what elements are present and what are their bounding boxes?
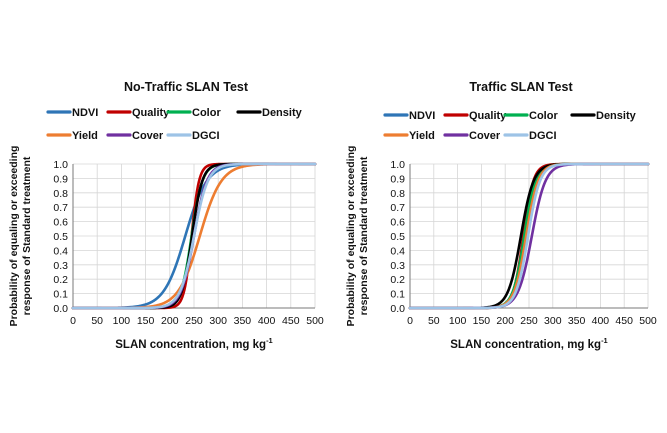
y-tick-label: 0.8 <box>390 188 405 200</box>
legend-item-quality: Quality <box>443 110 507 122</box>
chart-title: Traffic SLAN Test <box>469 80 573 94</box>
y-tick-label: 0.7 <box>53 202 68 214</box>
y-axis-label: response of Standard treatment <box>358 156 370 315</box>
legend-item-yield: Yield <box>46 130 98 142</box>
y-tick-label: 0.5 <box>390 231 405 243</box>
x-tick-label: 500 <box>639 315 657 327</box>
x-tick-label: 200 <box>161 315 179 327</box>
y-tick-label: 0.9 <box>53 173 68 185</box>
legend: NDVI Quality Color Density Yield Cover DGCI <box>46 107 303 142</box>
legend-item-quality: Quality <box>106 107 170 119</box>
x-tick-label: 100 <box>113 315 131 327</box>
y-tick-label: 1.0 <box>53 159 68 171</box>
x-tick-label: 100 <box>449 315 467 327</box>
legend-item-yield: Yield <box>383 130 435 142</box>
legend-item-dgci: DGCI <box>503 130 557 142</box>
chart-title: No-Traffic SLAN Test <box>124 80 249 94</box>
legend-item-color: Color <box>166 107 221 119</box>
y-tick-label: 0.3 <box>53 260 68 272</box>
legend-label: NDVI <box>72 107 98 119</box>
legend-item-color: Color <box>503 110 558 122</box>
legend-label: Quality <box>469 110 507 122</box>
x-tick-label: 300 <box>544 315 562 327</box>
x-tick-label: 450 <box>615 315 633 327</box>
y-tick-label: 1.0 <box>390 159 405 171</box>
series-line-dgci <box>71 162 317 310</box>
legend-label: Cover <box>469 130 501 142</box>
y-tick-label: 0.6 <box>53 217 68 229</box>
legend-label: Yield <box>409 130 435 142</box>
y-axis-label: Probability of equaling or exceeding <box>345 146 357 327</box>
y-tick-label: 0.5 <box>53 231 68 243</box>
legend-label: Quality <box>132 107 170 119</box>
y-tick-label: 0.4 <box>53 245 68 257</box>
legend-label: DGCI <box>192 130 220 142</box>
chart-traffic: Traffic SLAN Test 0 50 100 150 200 250 300 350 40… <box>345 80 657 351</box>
y-tick-label: 0.4 <box>390 245 405 257</box>
x-tick-label: 150 <box>137 315 155 327</box>
legend-label: NDVI <box>409 110 435 122</box>
legend-item-dgci: DGCI <box>166 130 220 142</box>
x-tick-label: 50 <box>91 315 103 327</box>
chart-no-traffic: No-Traffic SLAN Test 0 50 100 150 200 250 300 35… <box>8 80 324 351</box>
y-axis-label: Probability of equaling or exceeding <box>8 146 20 327</box>
x-tick-label: 250 <box>185 315 203 327</box>
legend-label: Density <box>596 110 637 122</box>
x-tick-label: 0 <box>70 315 76 327</box>
y-tick-label: 0.6 <box>390 217 405 229</box>
series-line-dgci <box>408 162 650 310</box>
legend-item-density: Density <box>236 107 303 119</box>
legend-item-cover: Cover <box>443 130 501 142</box>
legend-label: Cover <box>132 130 164 142</box>
y-axis-label: response of Standard treatment <box>21 156 33 315</box>
x-tick-label: 400 <box>258 315 276 327</box>
y-tick-label: 0.1 <box>53 289 68 301</box>
x-tick-label: 300 <box>209 315 227 327</box>
legend-item-ndvi: NDVI <box>46 107 98 119</box>
legend-label: Color <box>192 107 221 119</box>
x-axis-label-superscript: -1 <box>601 336 608 345</box>
y-tick-label: 0.0 <box>53 303 68 315</box>
x-axis-label: SLAN concentration, mg kg-1 <box>450 336 607 351</box>
legend-label: Density <box>262 107 303 119</box>
x-tick-label: 150 <box>473 315 491 327</box>
x-tick-label: 500 <box>306 315 324 327</box>
x-tick-label: 200 <box>496 315 514 327</box>
legend-label: DGCI <box>529 130 557 142</box>
legend-label: Yield <box>72 130 98 142</box>
y-tick-label: 0.0 <box>390 303 405 315</box>
legend-item-density: Density <box>570 110 637 122</box>
x-tick-label: 0 <box>407 315 413 327</box>
y-tick-label: 0.3 <box>390 260 405 272</box>
y-tick-label: 0.1 <box>390 289 405 301</box>
y-tick-label: 0.2 <box>53 274 68 286</box>
x-tick-label: 450 <box>282 315 300 327</box>
legend-item-cover: Cover <box>106 130 164 142</box>
y-tick-label: 0.2 <box>390 274 405 286</box>
x-axis-label-superscript: -1 <box>266 336 273 345</box>
legend-item-ndvi: NDVI <box>383 110 435 122</box>
legend-label: Color <box>529 110 558 122</box>
x-axis-label: SLAN concentration, mg kg-1 <box>115 336 272 351</box>
x-tick-label: 400 <box>592 315 610 327</box>
legend: NDVI Quality Color Density Yield Cover DGCI <box>383 110 637 142</box>
x-tick-label: 350 <box>234 315 252 327</box>
y-tick-label: 0.9 <box>390 173 405 185</box>
x-tick-label: 50 <box>428 315 440 327</box>
x-tick-label: 250 <box>520 315 538 327</box>
x-tick-label: 350 <box>568 315 586 327</box>
y-tick-label: 0.7 <box>390 202 405 214</box>
y-tick-label: 0.8 <box>53 188 68 200</box>
